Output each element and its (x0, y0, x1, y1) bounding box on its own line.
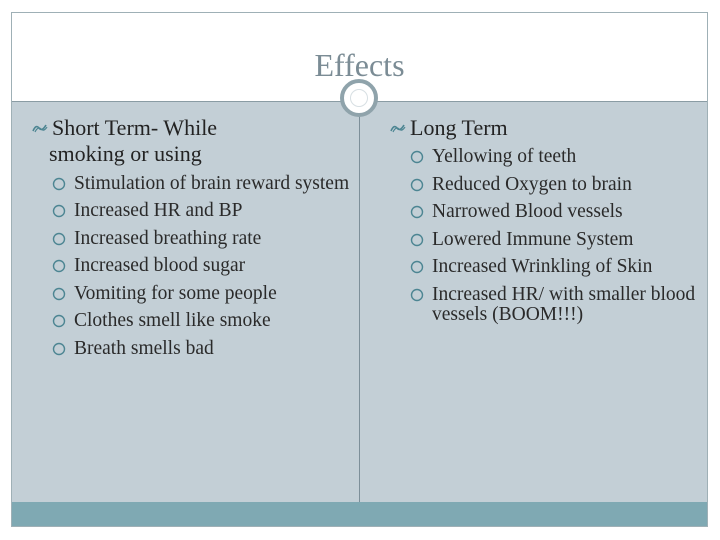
circle-bullet-icon (410, 288, 424, 301)
slide-frame (11, 12, 708, 527)
footer-bar (12, 502, 707, 526)
long-term-heading: Long Term (380, 115, 700, 141)
circle-bullet-icon (410, 178, 424, 192)
list-item-text: Clothes smell like smoke (74, 310, 271, 332)
list-item-text: Increased HR and BP (74, 200, 243, 222)
short-term-column: Short Term- While smoking or using Stimu… (22, 115, 352, 366)
long-term-heading-text: Long Term (410, 115, 508, 140)
list-item: Increased HR and BP (22, 201, 352, 221)
circle-bullet-icon (52, 314, 66, 328)
list-item: Stimulation of brain reward system (22, 172, 352, 194)
list-item-text: Increased breathing rate (74, 227, 262, 249)
circle-ornament-inner (350, 89, 368, 107)
circle-bullet-icon (52, 232, 66, 245)
short-term-heading-line1: Short Term- While (52, 115, 218, 140)
list-item-text: Lowered Immune System (432, 228, 634, 250)
list-item-text: Increased Wrinkling of Skin (432, 256, 653, 278)
list-item: Increased breathing rate (22, 227, 352, 249)
circle-bullet-icon (52, 259, 66, 273)
list-item-text: Stimulation of brain reward system (74, 172, 350, 194)
list-item-text: Vomiting for some people (74, 282, 277, 304)
circle-bullet-icon (410, 151, 424, 164)
slide-title: Effects (314, 47, 405, 83)
circle-bullet-icon (410, 261, 424, 274)
wave-bullet-icon (390, 124, 406, 133)
list-item: Breath smells bad (22, 337, 352, 359)
list-item: Increased Wrinkling of Skin (380, 257, 700, 277)
list-item: Reduced Oxygen to brain (380, 173, 700, 195)
short-term-heading: Short Term- While smoking or using (22, 115, 352, 168)
circle-bullet-icon (52, 287, 66, 300)
short-term-list: Stimulation of brain reward system Incre… (22, 172, 352, 359)
short-term-heading-line2: smoking or using (49, 141, 202, 167)
list-item: Lowered Immune System (380, 228, 700, 250)
list-item: Increased blood sugar (22, 255, 352, 277)
list-item-text: Yellowing of teeth (432, 146, 577, 168)
column-divider (359, 102, 360, 502)
long-term-column: Long Term Yellowing of teeth Reduced Oxy… (380, 115, 700, 333)
list-item: Yellowing of teeth (380, 147, 700, 167)
circle-ornament-icon (340, 79, 378, 117)
circle-bullet-icon (52, 342, 66, 355)
list-item: Vomiting for some people (22, 282, 352, 304)
circle-bullet-icon (410, 206, 424, 219)
list-item-text: Narrowed Blood vessels (432, 201, 623, 223)
circle-bullet-icon (410, 233, 424, 246)
list-item-text: Reduced Oxygen to brain (432, 173, 632, 195)
long-term-list: Yellowing of teeth Reduced Oxygen to bra… (380, 147, 700, 325)
list-item: Narrowed Blood vessels (380, 202, 700, 222)
circle-bullet-icon (52, 177, 66, 190)
list-item-text: Increased HR/ with smaller blood vessels… (432, 283, 696, 326)
list-item-text: Breath smells bad (74, 337, 214, 359)
list-item-text: Increased blood sugar (74, 255, 246, 277)
list-item: Clothes smell like smoke (22, 310, 352, 332)
list-item: Increased HR/ with smaller blood vessels… (380, 283, 700, 326)
wave-bullet-icon (32, 124, 48, 133)
circle-bullet-icon (52, 205, 66, 218)
